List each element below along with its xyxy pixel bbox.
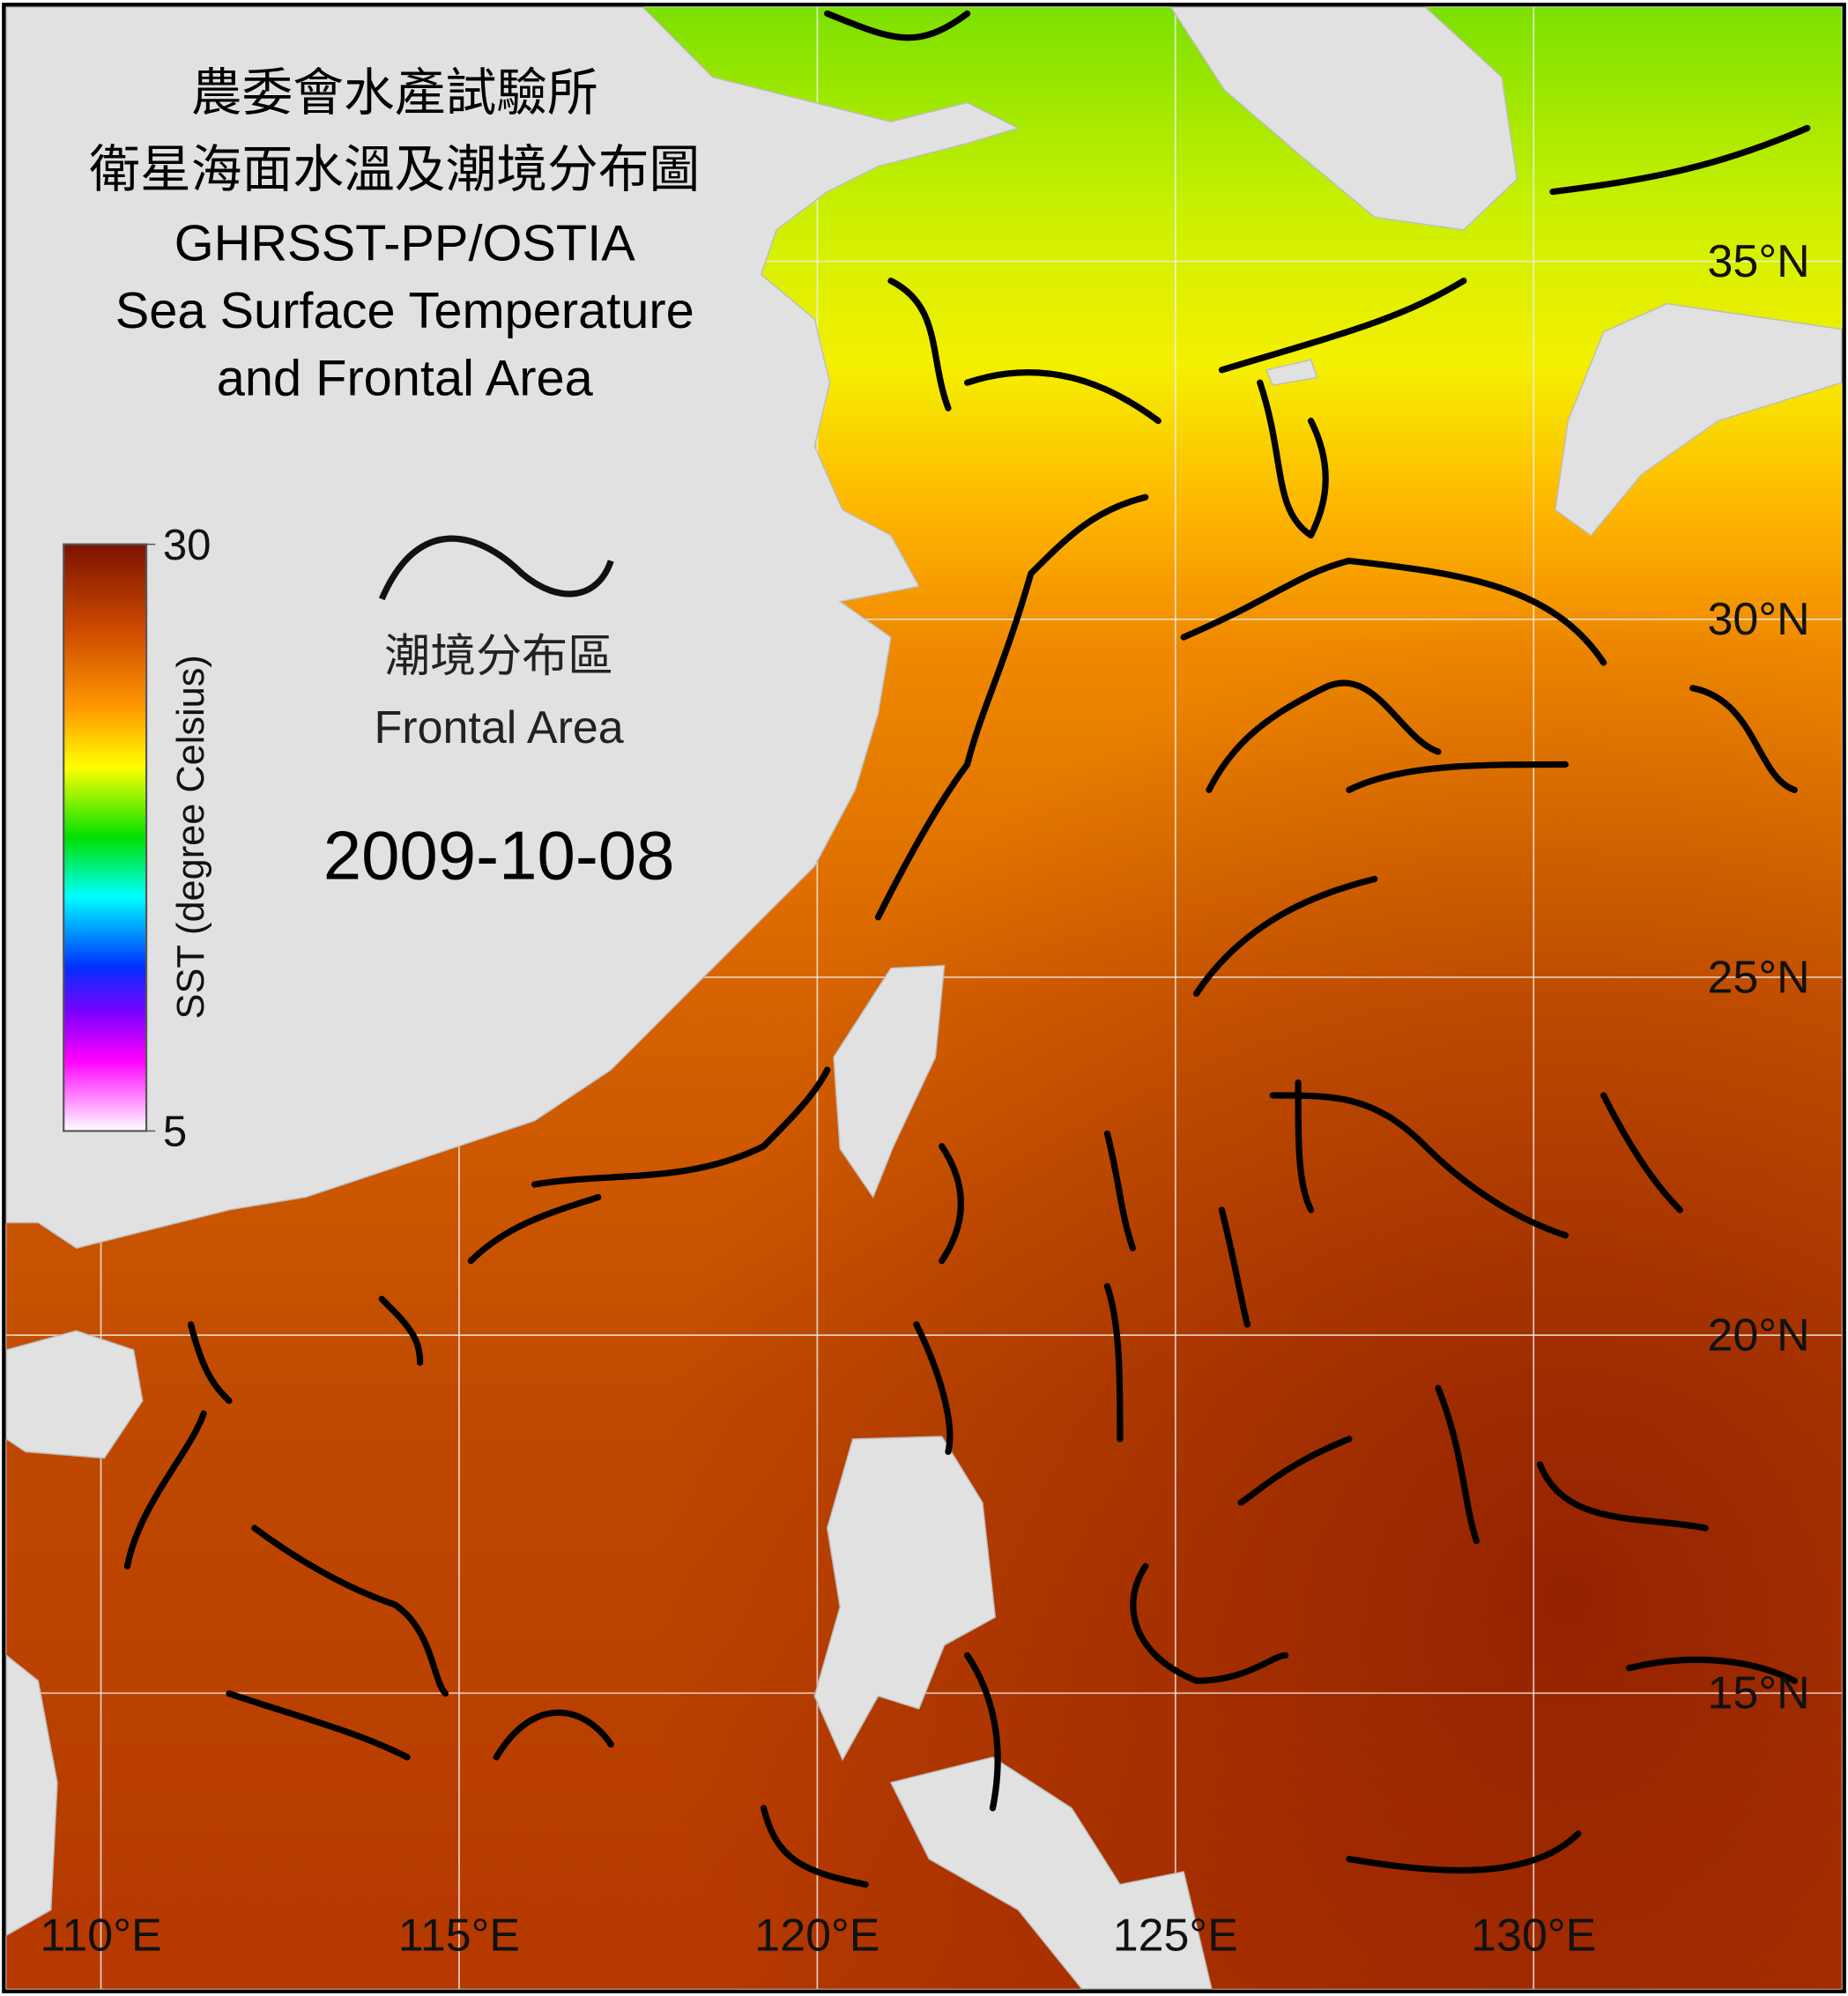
title-en: and Frontal Area: [217, 351, 594, 407]
land: [5, 6, 1843, 1990]
colorbar-tick-label: 30: [163, 522, 212, 569]
vietnam: [5, 1653, 58, 1937]
map-frame: [2, 3, 1846, 1993]
date: 2009-10-08: [323, 816, 675, 894]
title-block: 農委會水產試驗所 衛星海面水溫及潮境分布圖 GHRSST-PP/OSTIA Se…: [89, 65, 700, 407]
front: [824, 10, 1329, 539]
jeju: [1265, 359, 1318, 386]
title-en: GHRSST-PP/OSTIA: [174, 216, 636, 272]
luzon: [813, 1436, 997, 1762]
front: [1192, 685, 1798, 1239]
front: [939, 1079, 1315, 1328]
front: [1180, 557, 1607, 793]
colorbar-tick-label: 5: [163, 1109, 187, 1156]
title-en: Sea Surface Temperature: [115, 283, 694, 339]
colorbar-label: SST (degree Celsius): [170, 655, 212, 1019]
lon-label: 115°E: [398, 1910, 520, 1961]
front: [760, 1562, 1798, 1888]
lon-label: 125°E: [1113, 1910, 1238, 1961]
lat-label: 35°N: [1708, 236, 1810, 287]
title-zh: 農委會水產試驗所: [191, 65, 598, 122]
frontal-lines: [123, 10, 1811, 1888]
lon-label: 120°E: [754, 1910, 879, 1961]
lat-label: 25°N: [1708, 952, 1810, 1003]
front: [913, 1283, 1709, 1545]
title-zh: 衛星海面水溫及潮境分布圖: [89, 142, 700, 198]
lat-label: 20°N: [1708, 1310, 1810, 1361]
lon-label: 110°E: [40, 1910, 161, 1961]
colorbar: [63, 543, 148, 1132]
hainan: [5, 1330, 144, 1459]
taiwan: [833, 964, 946, 1199]
legend-label: 潮境分布區: [384, 631, 613, 682]
visayas: [889, 1756, 1213, 1990]
front: [123, 1066, 831, 1569]
korea: [1169, 6, 1518, 231]
japan: [1555, 302, 1843, 537]
lon-label: 130°E: [1471, 1910, 1596, 1961]
lat-label: 15°N: [1708, 1668, 1810, 1719]
lat-label: 30°N: [1708, 594, 1810, 645]
front: [874, 124, 1811, 921]
china: [5, 6, 1020, 1250]
legend-label: Frontal Area: [375, 702, 624, 753]
front: [188, 1321, 614, 1761]
legend-symbol: [378, 535, 614, 601]
